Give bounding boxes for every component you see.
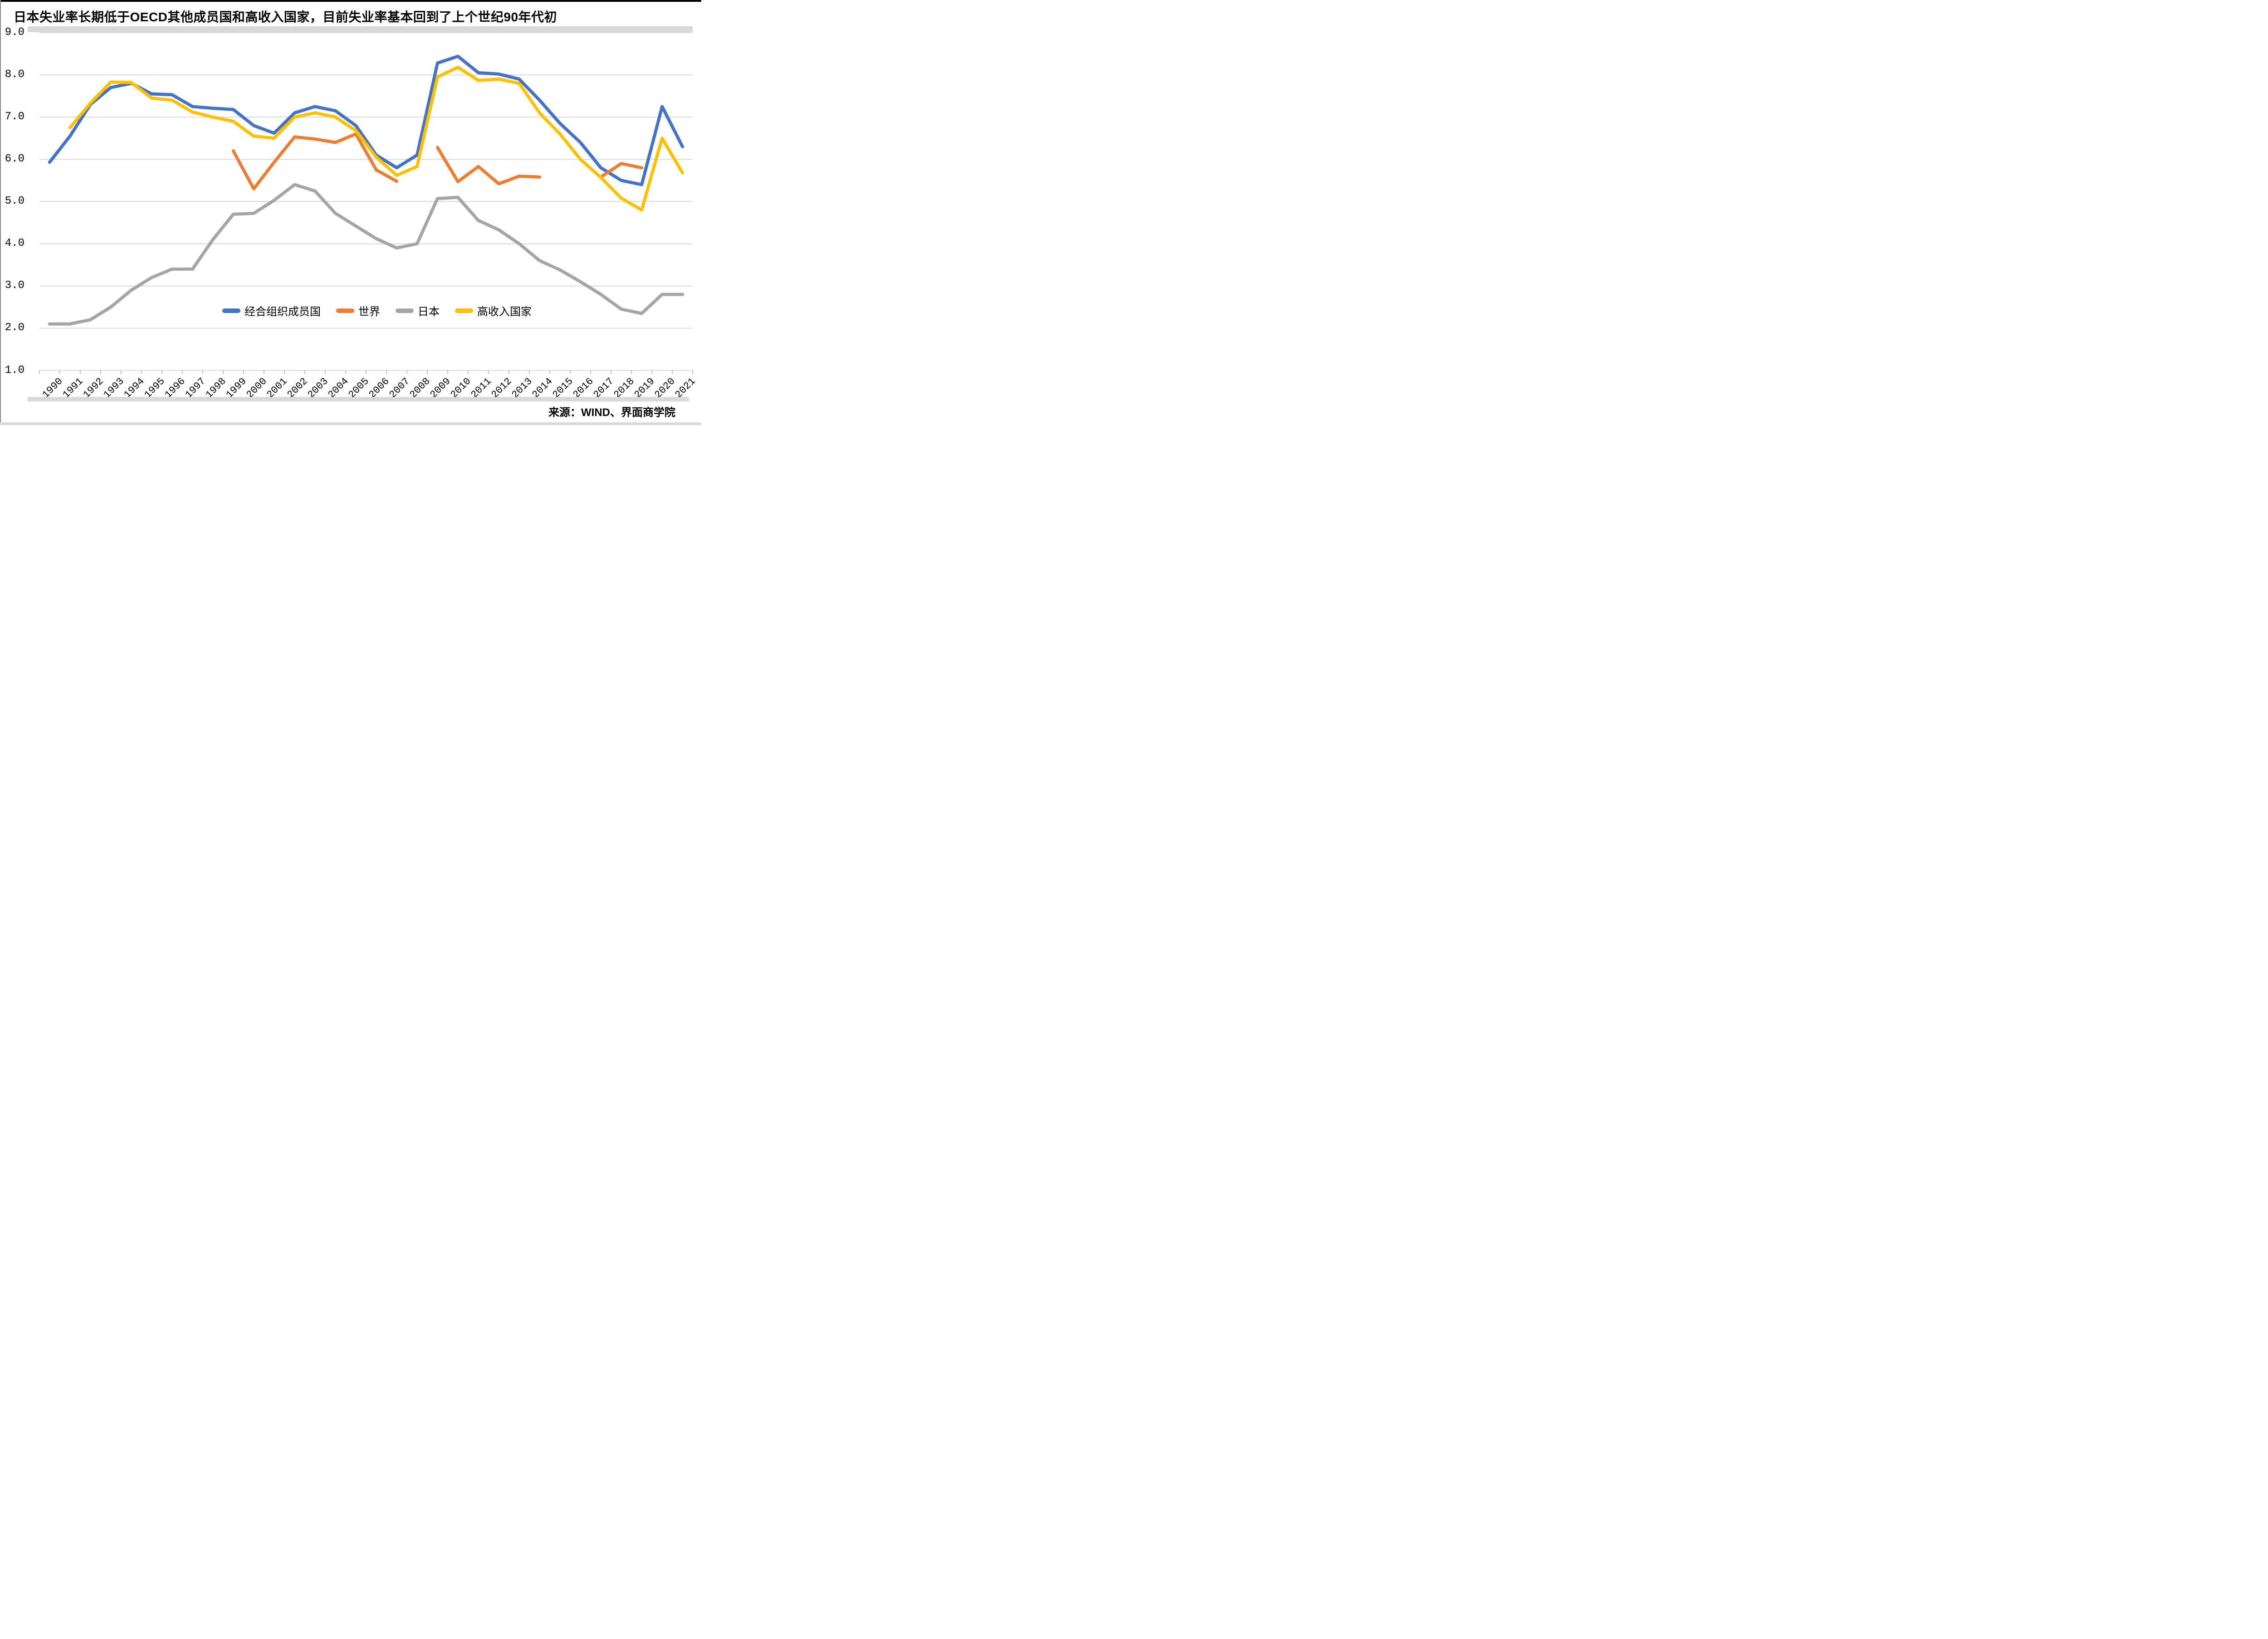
y-axis-label: 3.0 xyxy=(5,279,24,292)
y-axis-label: 5.0 xyxy=(5,195,24,208)
title-underline-bar xyxy=(28,26,693,32)
left-border xyxy=(0,0,1,425)
series-line-世界 xyxy=(599,162,644,179)
legend: 经合组织成员国 世界 日本 高收入国家 xyxy=(217,300,537,321)
legend-chip-高收入国家 xyxy=(455,308,473,313)
y-axis-label: 4.0 xyxy=(5,237,24,250)
legend-item: 世界 xyxy=(336,303,380,318)
source-note: 来源：WIND、界面商学院 xyxy=(548,406,675,419)
legend-label: 世界 xyxy=(358,306,380,318)
series-line-世界 xyxy=(436,146,542,186)
y-axis-label: 1.0 xyxy=(5,364,24,377)
top-border xyxy=(0,0,701,2)
y-axis-label: 7.0 xyxy=(5,111,24,123)
series-line-世界 xyxy=(231,132,398,191)
chart-page: 日本失业率长期低于OECD其他成员国和高收入国家，目前失业率基本回到了上个世纪9… xyxy=(0,0,701,425)
legend-item: 经合组织成员国 xyxy=(222,303,321,318)
legend-chip-经合组织成员国 xyxy=(222,308,240,313)
legend-item: 高收入国家 xyxy=(455,303,532,318)
y-axis-label: 8.0 xyxy=(5,68,24,81)
series-line-经合组织成员国 xyxy=(48,54,684,186)
footer-bar xyxy=(28,397,689,401)
y-axis-label: 9.0 xyxy=(5,26,24,39)
plot-area xyxy=(39,32,694,374)
chart-title: 日本失业率长期低于OECD其他成员国和高收入国家，目前失业率基本回到了上个世纪9… xyxy=(14,10,557,24)
bottom-border xyxy=(0,422,701,425)
legend-chip-世界 xyxy=(336,308,354,313)
legend-label: 经合组织成员国 xyxy=(244,306,321,318)
legend-item: 日本 xyxy=(396,303,440,318)
legend-chip-日本 xyxy=(396,308,414,313)
legend-label: 高收入国家 xyxy=(477,306,532,318)
legend-label: 日本 xyxy=(418,306,440,318)
series-line-日本 xyxy=(48,183,684,326)
y-axis-label: 6.0 xyxy=(5,153,24,166)
y-axis-label: 2.0 xyxy=(5,322,24,334)
series-line-高收入国家 xyxy=(68,65,684,212)
